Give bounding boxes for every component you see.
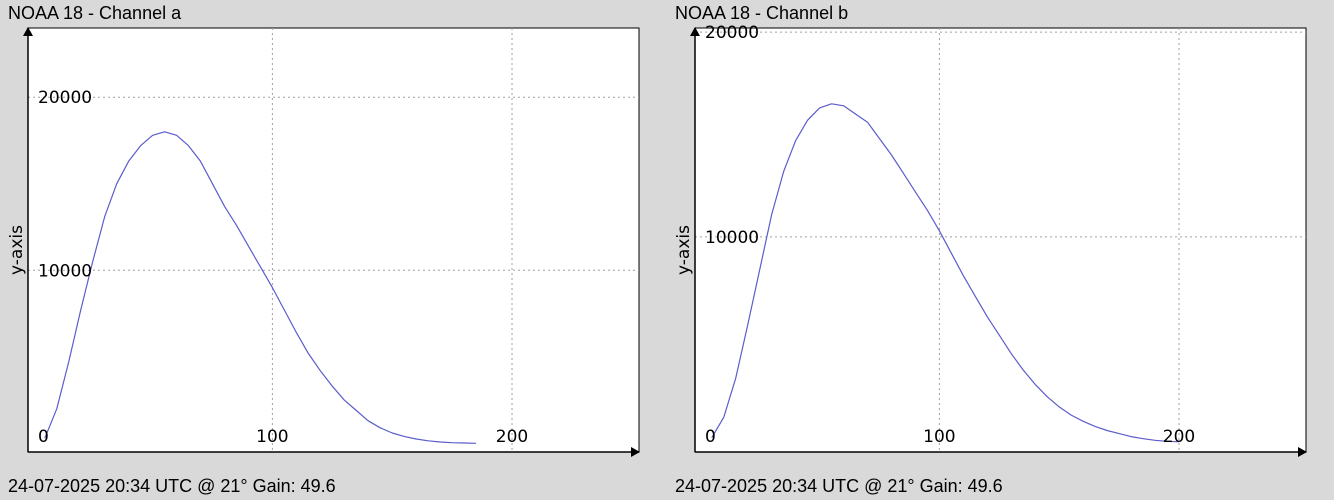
plot-background bbox=[694, 27, 1307, 453]
plot-background bbox=[27, 27, 640, 453]
y-axis-title: y-axis bbox=[7, 225, 27, 275]
chart-panel-a: NOAA 18 - Channel a 0 100 200 10000 20000 y-a… bbox=[7, 3, 640, 496]
y-tick-label: 20000 bbox=[38, 88, 92, 108]
x-tick-label: 100 bbox=[256, 427, 288, 447]
series-line bbox=[711, 103, 1180, 443]
x-tick-label: 200 bbox=[1163, 427, 1195, 447]
x-tick-label: 200 bbox=[496, 427, 528, 447]
chart-title: NOAA 18 - Channel b bbox=[675, 3, 849, 23]
series-line bbox=[44, 131, 477, 444]
y-tick-label: 10000 bbox=[38, 261, 92, 281]
y-axis-arrow-icon bbox=[23, 27, 33, 36]
plot-area: 0 100 200 10000 20000 y-axis bbox=[7, 27, 640, 457]
x-tick-label: 0 bbox=[38, 427, 49, 447]
chart-title: NOAA 18 - Channel a bbox=[8, 3, 182, 23]
y-tick-label: 20000 bbox=[705, 23, 759, 43]
y-axis-title: y-axis bbox=[674, 225, 694, 275]
x-axis-arrow-icon bbox=[1298, 447, 1307, 457]
plot-area: 0 100 200 10000 20000 y-axis bbox=[674, 23, 1307, 457]
x-tick-label: 0 bbox=[705, 427, 716, 447]
x-tick-label: 100 bbox=[923, 427, 955, 447]
y-axis-arrow-icon bbox=[690, 27, 700, 36]
chart-footer-caption: 24-07-2025 20:34 UTC @ 21° Gain: 49.6 bbox=[675, 476, 1003, 496]
chart-panel-b: NOAA 18 - Channel b 0 100 200 10000 20000 y-a… bbox=[667, 0, 1334, 500]
y-tick-label: 10000 bbox=[705, 228, 759, 248]
chart-footer-caption: 24-07-2025 20:34 UTC @ 21° Gain: 49.6 bbox=[8, 476, 336, 496]
x-axis-arrow-icon bbox=[631, 447, 640, 457]
